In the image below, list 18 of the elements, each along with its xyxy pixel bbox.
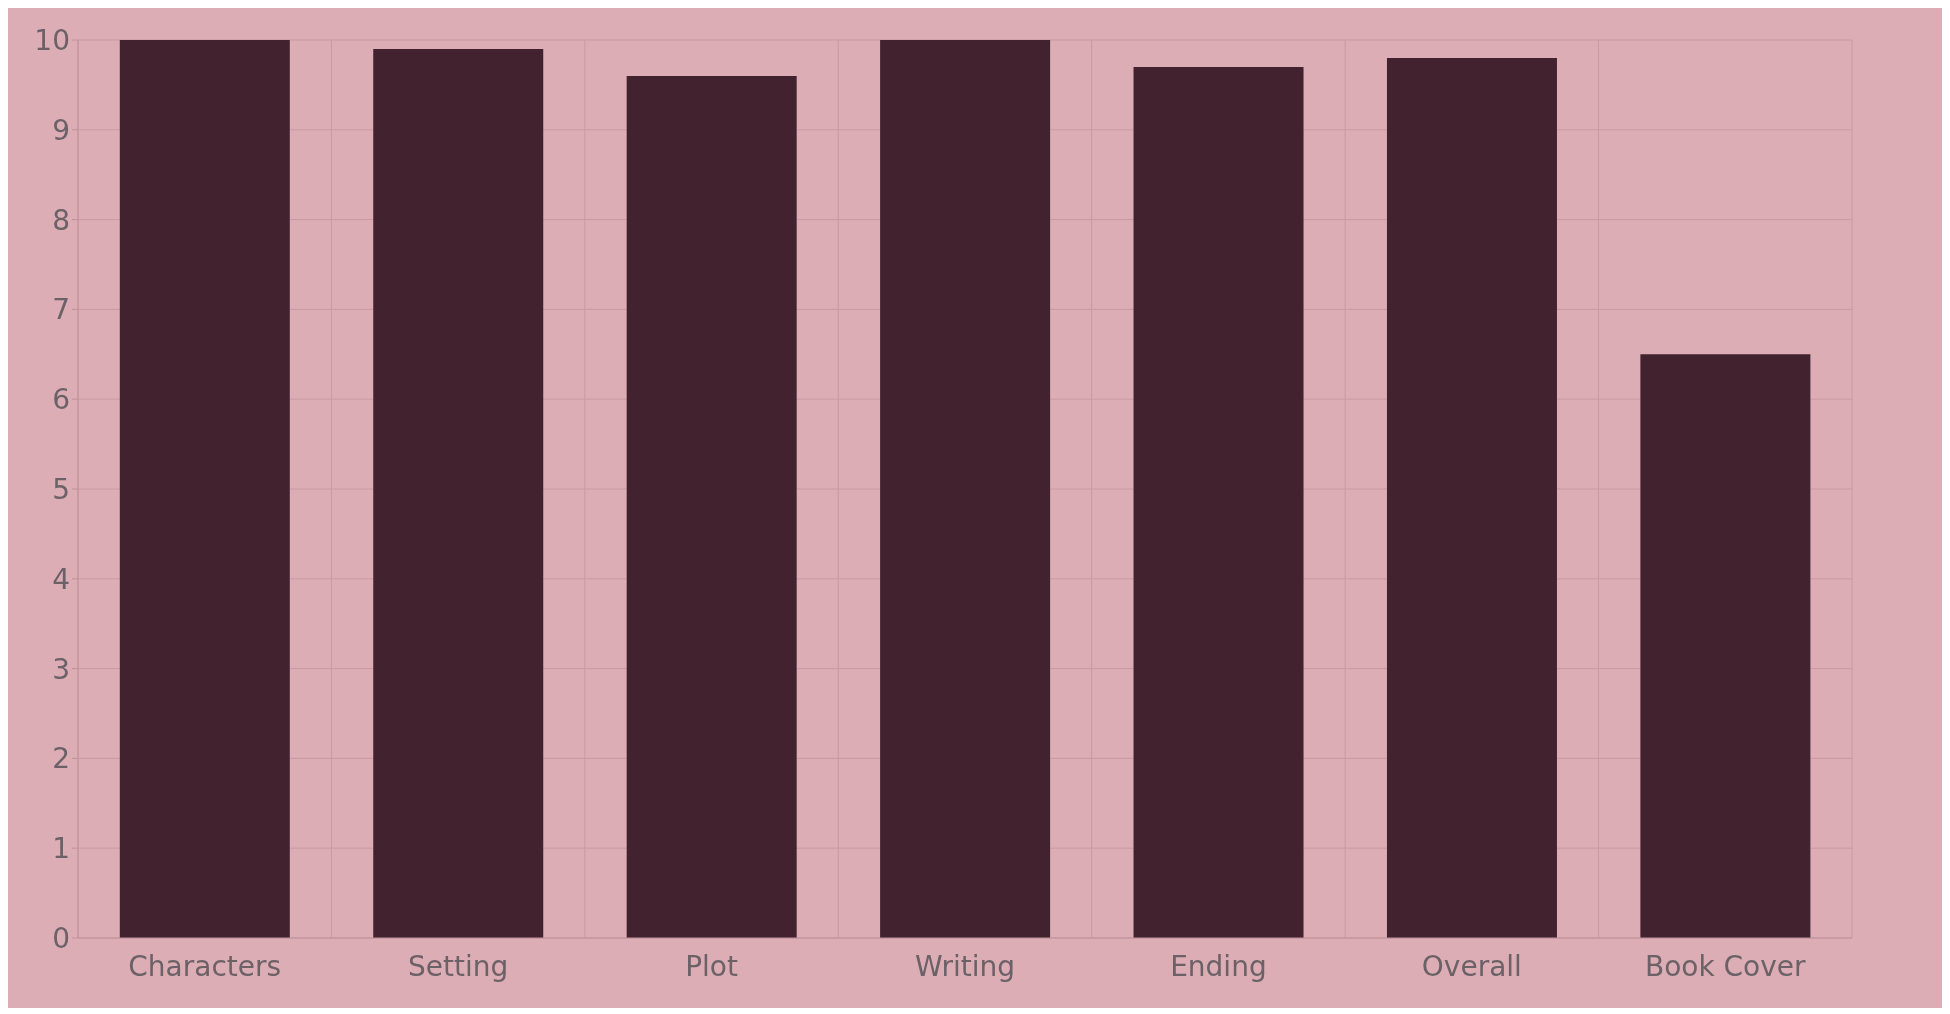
y-tick-label: 1	[52, 832, 70, 866]
y-tick-label: 2	[52, 742, 70, 776]
y-tick-label: 9	[52, 113, 70, 147]
y-tick-label: 10	[34, 23, 70, 57]
x-tick-label: Setting	[408, 949, 509, 983]
x-tick-label: Characters	[128, 949, 282, 983]
x-tick-label: Ending	[1170, 949, 1267, 983]
y-tick-label: 0	[52, 921, 70, 955]
x-tick-label: Writing	[915, 949, 1015, 983]
y-tick-label: 8	[52, 203, 70, 237]
y-tick-label: 3	[52, 652, 70, 686]
x-tick-label: Overall	[1421, 949, 1522, 983]
y-tick-label: 7	[52, 293, 70, 327]
x-tick-label: Plot	[685, 949, 738, 983]
y-tick-label: 5	[52, 472, 70, 506]
x-tick-label: Book Cover	[1645, 949, 1807, 983]
y-tick-label: 6	[52, 383, 70, 417]
y-tick-label: 4	[52, 562, 70, 596]
